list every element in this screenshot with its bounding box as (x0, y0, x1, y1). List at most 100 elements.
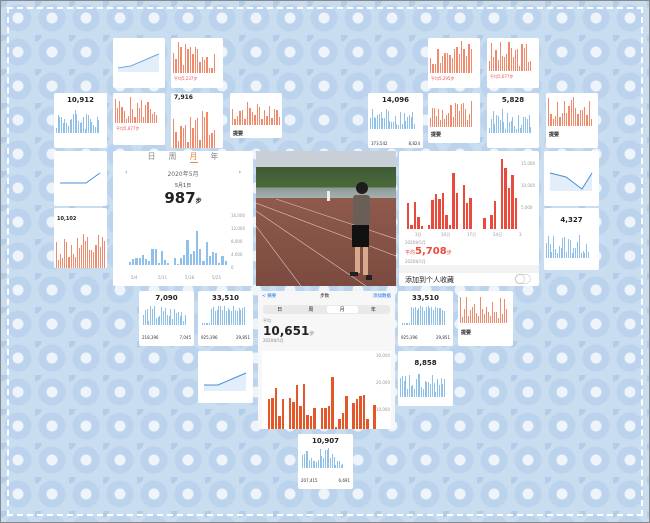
bar (457, 104, 459, 127)
period-tabs[interactable]: 日周月年 (113, 151, 253, 163)
steps-value: 10,912 (66, 96, 94, 104)
bar (129, 262, 132, 265)
add-data-button[interactable]: 添加数据 (372, 294, 391, 299)
bar (72, 114, 74, 133)
bar (242, 307, 244, 325)
orange-chart-card: 平均5,677步 (487, 38, 539, 88)
bar (324, 449, 326, 468)
average-label: 平均5,237步 (174, 76, 198, 81)
average-label: 平均5,295步 (431, 76, 455, 81)
bar (183, 320, 185, 325)
bar (85, 241, 87, 268)
bar (519, 66, 521, 71)
bar (377, 115, 378, 129)
bar (60, 253, 62, 268)
bar (312, 461, 314, 468)
bar (314, 461, 315, 468)
bar (83, 117, 84, 133)
bar (271, 397, 274, 429)
bar (411, 306, 412, 325)
bar (517, 114, 519, 133)
bar (523, 116, 524, 133)
bar (77, 121, 79, 133)
steps-value: 10,651 (263, 324, 310, 338)
daily-steps-panel: 日 周 月 年 ‹ 2020年5月 › 5月1日 987步 16,000 12,000 8,0… (113, 151, 253, 286)
bar (415, 379, 417, 397)
bar (555, 249, 556, 258)
steps-card: 10,907 207,415 6,691 (298, 434, 353, 489)
trend-line (117, 53, 160, 72)
favorite-label: 添加到个人收藏 (405, 276, 454, 284)
tab-month[interactable]: 月 (189, 152, 198, 163)
bar (182, 64, 184, 73)
tab-day[interactable]: 日 (277, 307, 283, 313)
y-tick-label: 8,000 (231, 239, 243, 244)
tab-month[interactable]: 月 (326, 306, 358, 313)
tab-day[interactable]: 日 (147, 152, 156, 161)
bar (491, 42, 493, 71)
orange-panel-bars (264, 353, 376, 429)
orange-chart-card: 平均5,295步 (428, 38, 480, 88)
avg-value: 6,691 (338, 478, 350, 483)
bar (445, 214, 448, 229)
bar (455, 192, 459, 229)
unit-label: 步 (446, 250, 452, 256)
bar (176, 263, 179, 265)
bar (166, 315, 168, 325)
segmented-control[interactable]: 日 周 月 年 (263, 305, 390, 314)
bar (299, 406, 302, 429)
bar (132, 109, 134, 123)
bar (239, 111, 241, 125)
bar (211, 309, 212, 325)
average-label: 平均5,877步 (116, 126, 140, 131)
bar (288, 397, 292, 429)
next-icon[interactable]: › (238, 169, 241, 176)
summary-label: 提要 (431, 132, 442, 138)
favorite-toggle[interactable] (515, 274, 531, 284)
bar (422, 306, 423, 325)
bar (212, 307, 214, 325)
bar (438, 384, 440, 397)
bar (199, 249, 202, 265)
total-value: 925,396 (401, 335, 418, 340)
y-tick-label: 12,000 (231, 226, 245, 231)
bar (500, 159, 504, 229)
y-tick-label: 10,000 (521, 183, 535, 188)
bar (184, 43, 187, 73)
trend-card (54, 151, 107, 206)
bar (185, 314, 186, 325)
bar (157, 317, 159, 325)
bar (251, 112, 254, 125)
bar (501, 109, 503, 133)
bar (437, 109, 439, 127)
bar (307, 451, 308, 468)
bar (273, 108, 276, 125)
bar (440, 378, 442, 397)
bar (384, 118, 385, 129)
bar (443, 118, 445, 127)
tab-year[interactable]: 年 (370, 307, 376, 313)
bar (402, 323, 403, 325)
tab-week[interactable]: 周 (168, 152, 177, 161)
y-tick-label: 10,000 (376, 407, 390, 412)
bar (155, 114, 158, 123)
steps-value: 10,907 (311, 437, 339, 445)
steps-card: 10,102 (54, 208, 107, 268)
bar (211, 132, 213, 148)
orange-chart-card: 平均5,237步 (171, 38, 223, 88)
orange-chart-card: 提要 (458, 291, 513, 346)
prev-icon[interactable]: ‹ (125, 169, 128, 176)
bar (95, 245, 97, 268)
steps-summary-panel: < 摘要 步数 添加数据 日 周 月 年 平均 10,651步 2020年5月 … (258, 291, 395, 429)
bar (493, 56, 495, 71)
bar (486, 306, 487, 323)
bar (398, 125, 400, 129)
bar (414, 306, 416, 325)
bar (153, 306, 155, 325)
bar (567, 239, 569, 258)
tab-year[interactable]: 年 (210, 152, 219, 161)
back-button[interactable]: < 摘要 (262, 294, 277, 299)
tab-week[interactable]: 周 (308, 307, 314, 313)
bar (582, 251, 584, 258)
bar (221, 255, 224, 265)
